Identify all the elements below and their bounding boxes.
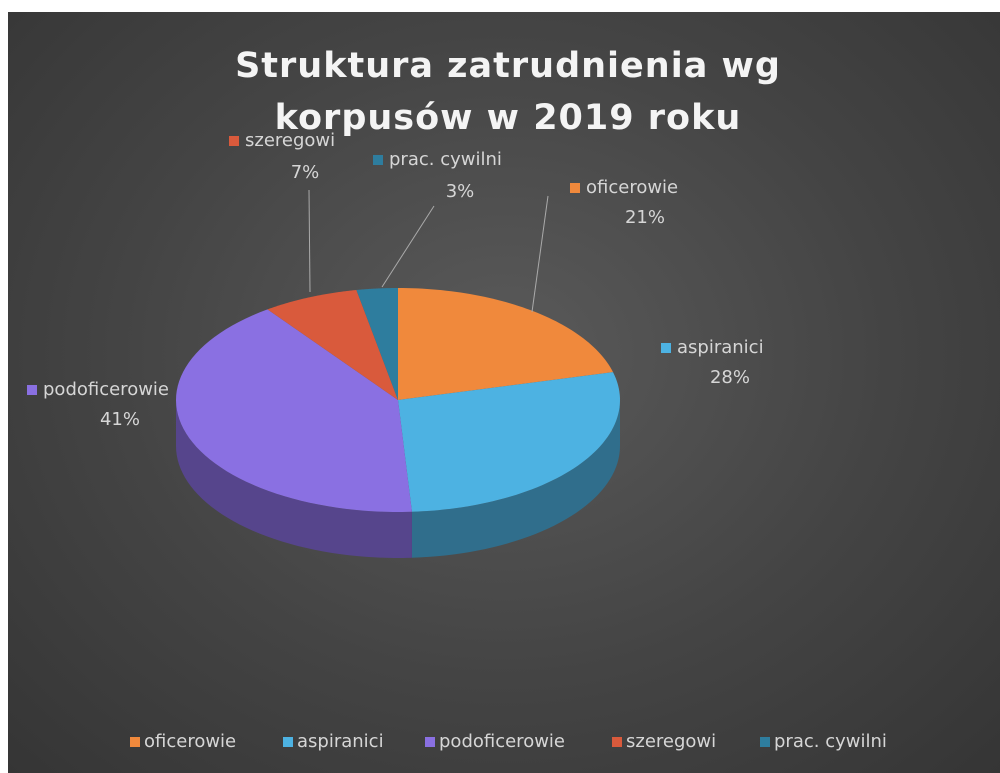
legend-swatch: [760, 737, 770, 747]
legend-label: szeregowi: [626, 731, 716, 752]
slice: [356, 288, 398, 400]
legend-swatch: [130, 737, 140, 747]
label-swatch: [570, 183, 580, 193]
chart-title: Struktura zatrudnienia wg korpusów w 201…: [235, 46, 781, 138]
data-label-value: 3%: [446, 181, 475, 202]
leader-line: [381, 205, 435, 288]
leader-line: [531, 195, 549, 313]
data-label-name: prac. cywilni: [389, 149, 502, 170]
slice-side: [411, 400, 620, 558]
data-label-value: 7%: [291, 162, 320, 183]
legend-label: oficerowie: [144, 731, 236, 752]
label-swatch: [661, 343, 671, 353]
legend-label: aspiranici: [297, 731, 384, 752]
legend-swatch: [283, 737, 293, 747]
data-label-name: aspiranici: [677, 337, 764, 358]
data-label-name: szeregowi: [245, 130, 335, 151]
label-swatch: [373, 155, 383, 165]
slice: [398, 288, 614, 400]
label-swatch: [229, 136, 239, 146]
data-label-value: 28%: [710, 367, 750, 388]
legend-swatch: [425, 737, 435, 747]
slice: [267, 289, 398, 400]
data-label-value: 41%: [100, 409, 140, 430]
data-label-name: podoficerowie: [43, 379, 169, 400]
data-label-name: oficerowie: [586, 177, 678, 198]
slice-side: [176, 400, 412, 558]
legend-label: podoficerowie: [439, 731, 565, 752]
slice: [176, 309, 412, 512]
leader-line: [308, 189, 311, 293]
legend-swatch: [612, 737, 622, 747]
slice: [398, 372, 620, 512]
label-swatch: [27, 385, 37, 395]
data-label-value: 21%: [625, 207, 665, 228]
legend-label: prac. cywilni: [774, 731, 887, 752]
